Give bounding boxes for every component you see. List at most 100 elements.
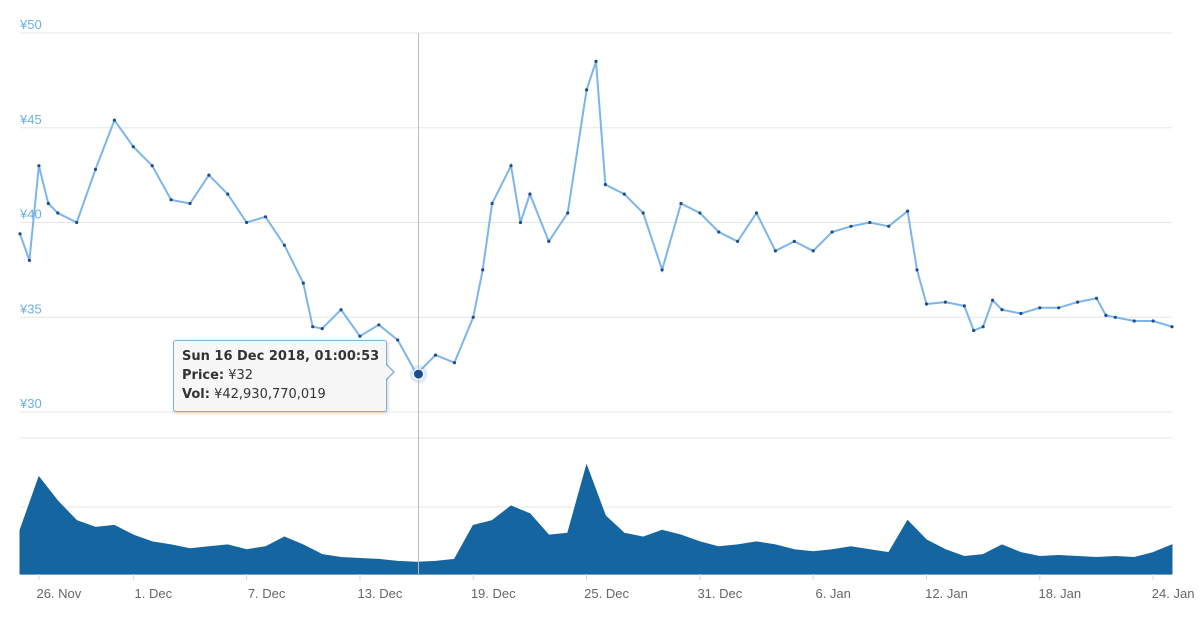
price-point: [377, 323, 381, 327]
price-point: [509, 164, 513, 168]
price-point: [1132, 319, 1136, 323]
price-point: [320, 327, 324, 331]
tooltip-arrow-inner: [385, 364, 393, 380]
price-point: [301, 281, 305, 285]
price-point: [698, 211, 702, 215]
price-point: [75, 220, 79, 225]
price-point: [131, 145, 135, 149]
x-tick-label: 18. Jan: [1038, 586, 1081, 601]
price-point: [943, 300, 948, 304]
price-point: [603, 183, 608, 187]
price-point: [1057, 306, 1061, 310]
price-point: [887, 224, 891, 228]
x-tick-label: 19. Dec: [471, 586, 516, 601]
tooltip-vol-label: Vol:: [182, 387, 210, 402]
price-point: [188, 201, 192, 206]
price-point: [1094, 296, 1099, 300]
price-point: [660, 268, 664, 272]
price-tick-label: ¥35: [19, 301, 42, 316]
price-point: [679, 201, 683, 206]
price-point: [37, 164, 41, 168]
price-axis-labels: ¥30 ¥35 ¥40 ¥45 ¥50: [19, 17, 42, 411]
tooltip-vol-value: ¥42,930,770,019: [214, 387, 326, 402]
price-point: [169, 198, 173, 202]
price-point: [207, 173, 211, 177]
volume-area: [19, 463, 1173, 575]
price-point: [245, 220, 249, 225]
volume-series: [19, 463, 1173, 575]
price-point: [396, 338, 400, 342]
price-point: [641, 211, 645, 215]
price-point: [1104, 313, 1108, 317]
price-point: [1019, 311, 1023, 316]
price-point: [981, 325, 985, 329]
price-point: [585, 88, 589, 92]
x-tick-label: 7. Dec: [248, 586, 286, 601]
price-tick-label: ¥40: [19, 207, 42, 222]
price-point: [358, 334, 362, 338]
price-point: [452, 361, 456, 365]
price-point: [263, 215, 268, 219]
price-point: [528, 192, 532, 196]
price-point: [56, 211, 60, 215]
price-point: [518, 220, 523, 225]
x-tick-label: 31. Dec: [697, 586, 742, 601]
price-point: [868, 220, 872, 225]
crosshair: [409, 33, 428, 574]
price-point: [27, 258, 31, 262]
price-point: [339, 308, 343, 312]
price-point: [792, 239, 796, 243]
x-tick-label: 26. Nov: [36, 586, 81, 601]
price-tick-label: ¥30: [19, 396, 42, 411]
price-point: [736, 239, 740, 243]
price-point: [754, 211, 759, 215]
price-point: [471, 315, 475, 319]
price-point: [566, 211, 570, 215]
price-point: [622, 192, 626, 196]
price-point: [547, 239, 551, 243]
highlight-point: [412, 368, 424, 380]
price-point: [46, 201, 50, 206]
price-point: [1170, 325, 1174, 329]
price-point: [226, 192, 230, 196]
x-tick-label: 6. Jan: [815, 586, 850, 601]
price-point: [150, 164, 154, 168]
price-tick-label: ¥50: [19, 17, 42, 32]
price-point: [717, 230, 721, 234]
price-point: [962, 304, 966, 308]
tooltip-price-label: Price:: [182, 368, 225, 383]
grid-lines: [20, 32, 1172, 575]
price-point: [311, 325, 315, 329]
price-point: [18, 232, 22, 236]
price-point: [924, 302, 929, 306]
price-point: [830, 230, 834, 234]
price-point: [594, 59, 598, 64]
tooltip-date: Sun 16 Dec 2018, 01:00:53: [182, 349, 380, 364]
price-point: [112, 118, 116, 122]
price-point: [811, 249, 815, 253]
price-point: [1076, 300, 1080, 304]
x-tick-label: 24. Jan: [1152, 586, 1195, 601]
price-point: [490, 201, 494, 206]
price-point: [906, 209, 910, 213]
price-point: [282, 243, 286, 247]
price-point: [1038, 306, 1042, 310]
price-series: [18, 59, 1174, 376]
price-point: [849, 224, 853, 228]
price-point: [972, 328, 976, 333]
price-point: [915, 268, 919, 272]
x-tick-label: 12. Jan: [925, 586, 968, 601]
price-point: [1151, 319, 1155, 323]
price-point: [1113, 315, 1117, 319]
price-tooltip: Sun 16 Dec 2018, 01:00:53 Price: ¥32 Vol…: [173, 340, 395, 412]
price-point: [93, 167, 98, 171]
price-tick-label: ¥45: [19, 112, 42, 127]
x-tick-label: 25. Dec: [584, 586, 629, 601]
tooltip-price-value: ¥32: [228, 368, 254, 383]
price-point: [991, 298, 995, 302]
price-line: [19, 61, 1173, 376]
price-point: [481, 268, 485, 272]
x-tick-label: 13. Dec: [358, 586, 403, 601]
